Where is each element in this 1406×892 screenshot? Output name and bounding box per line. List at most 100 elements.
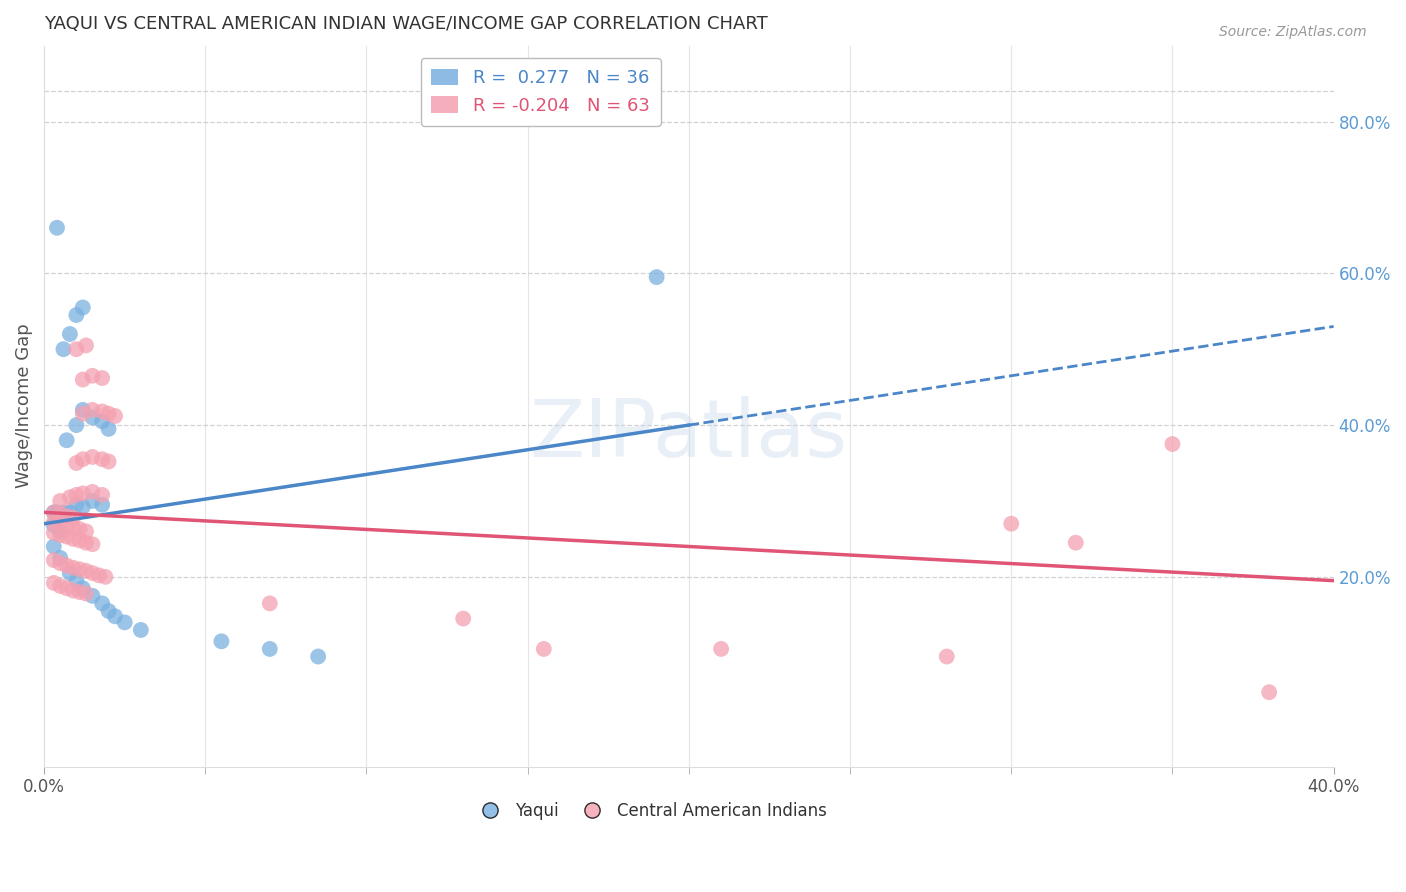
Point — [97, 454, 120, 468]
Point — [42, 553, 65, 567]
Point — [72, 486, 94, 500]
Point — [87, 568, 110, 582]
Point — [91, 488, 114, 502]
Point — [259, 642, 281, 657]
Point — [1161, 437, 1184, 451]
Point — [72, 452, 94, 467]
Point — [75, 564, 97, 578]
Point — [69, 562, 91, 576]
Point — [42, 540, 65, 554]
Point — [62, 510, 84, 524]
Point — [62, 560, 84, 574]
Point — [935, 649, 957, 664]
Point — [59, 505, 82, 519]
Point — [49, 550, 72, 565]
Point — [42, 515, 65, 529]
Point — [75, 524, 97, 539]
Point — [209, 634, 232, 648]
Point — [69, 522, 91, 536]
Point — [82, 566, 104, 580]
Point — [65, 574, 87, 588]
Point — [55, 518, 77, 533]
Point — [62, 520, 84, 534]
Point — [59, 566, 82, 580]
Point — [42, 518, 65, 533]
Point — [645, 270, 668, 285]
Text: ZIPatlas: ZIPatlas — [530, 396, 848, 474]
Point — [62, 583, 84, 598]
Point — [97, 407, 120, 421]
Point — [82, 494, 104, 508]
Point — [91, 498, 114, 512]
Point — [1000, 516, 1022, 531]
Point — [75, 535, 97, 549]
Point — [49, 579, 72, 593]
Point — [72, 403, 94, 417]
Point — [1258, 685, 1281, 699]
Text: YAQUI VS CENTRAL AMERICAN INDIAN WAGE/INCOME GAP CORRELATION CHART: YAQUI VS CENTRAL AMERICAN INDIAN WAGE/IN… — [44, 15, 768, 33]
Point — [91, 371, 114, 385]
Point — [82, 410, 104, 425]
Point — [55, 434, 77, 448]
Y-axis label: Wage/Income Gap: Wage/Income Gap — [15, 324, 32, 489]
Point — [82, 450, 104, 464]
Point — [49, 516, 72, 531]
Point — [42, 525, 65, 540]
Point — [65, 456, 87, 470]
Point — [72, 407, 94, 421]
Point — [82, 368, 104, 383]
Point — [49, 508, 72, 522]
Point — [65, 342, 87, 356]
Point — [55, 581, 77, 595]
Point — [65, 488, 87, 502]
Point — [42, 505, 65, 519]
Point — [72, 581, 94, 595]
Point — [129, 623, 152, 637]
Point — [72, 301, 94, 315]
Point — [97, 604, 120, 618]
Point — [94, 570, 117, 584]
Legend: Yaqui, Central American Indians: Yaqui, Central American Indians — [467, 796, 834, 827]
Point — [104, 409, 127, 423]
Point — [65, 498, 87, 512]
Point — [49, 528, 72, 542]
Point — [97, 422, 120, 436]
Point — [75, 338, 97, 352]
Point — [52, 342, 75, 356]
Point — [69, 585, 91, 599]
Point — [59, 326, 82, 341]
Point — [42, 505, 65, 519]
Point — [69, 533, 91, 548]
Point — [65, 418, 87, 433]
Point — [307, 649, 329, 664]
Point — [72, 373, 94, 387]
Point — [82, 589, 104, 603]
Point — [42, 576, 65, 591]
Point — [114, 615, 136, 630]
Point — [1064, 535, 1087, 549]
Point — [75, 586, 97, 600]
Point — [55, 558, 77, 573]
Point — [104, 609, 127, 624]
Point — [91, 414, 114, 428]
Point — [59, 490, 82, 504]
Point — [82, 537, 104, 551]
Point — [91, 404, 114, 418]
Point — [451, 611, 474, 625]
Point — [65, 308, 87, 322]
Point — [62, 532, 84, 546]
Point — [91, 452, 114, 467]
Point — [72, 500, 94, 514]
Point — [52, 505, 75, 519]
Point — [259, 596, 281, 610]
Point — [55, 509, 77, 524]
Point — [82, 484, 104, 499]
Point — [91, 596, 114, 610]
Point — [82, 403, 104, 417]
Point — [533, 642, 555, 657]
Point — [49, 524, 72, 539]
Text: Source: ZipAtlas.com: Source: ZipAtlas.com — [1219, 25, 1367, 39]
Point — [46, 220, 69, 235]
Point — [49, 494, 72, 508]
Point — [49, 556, 72, 570]
